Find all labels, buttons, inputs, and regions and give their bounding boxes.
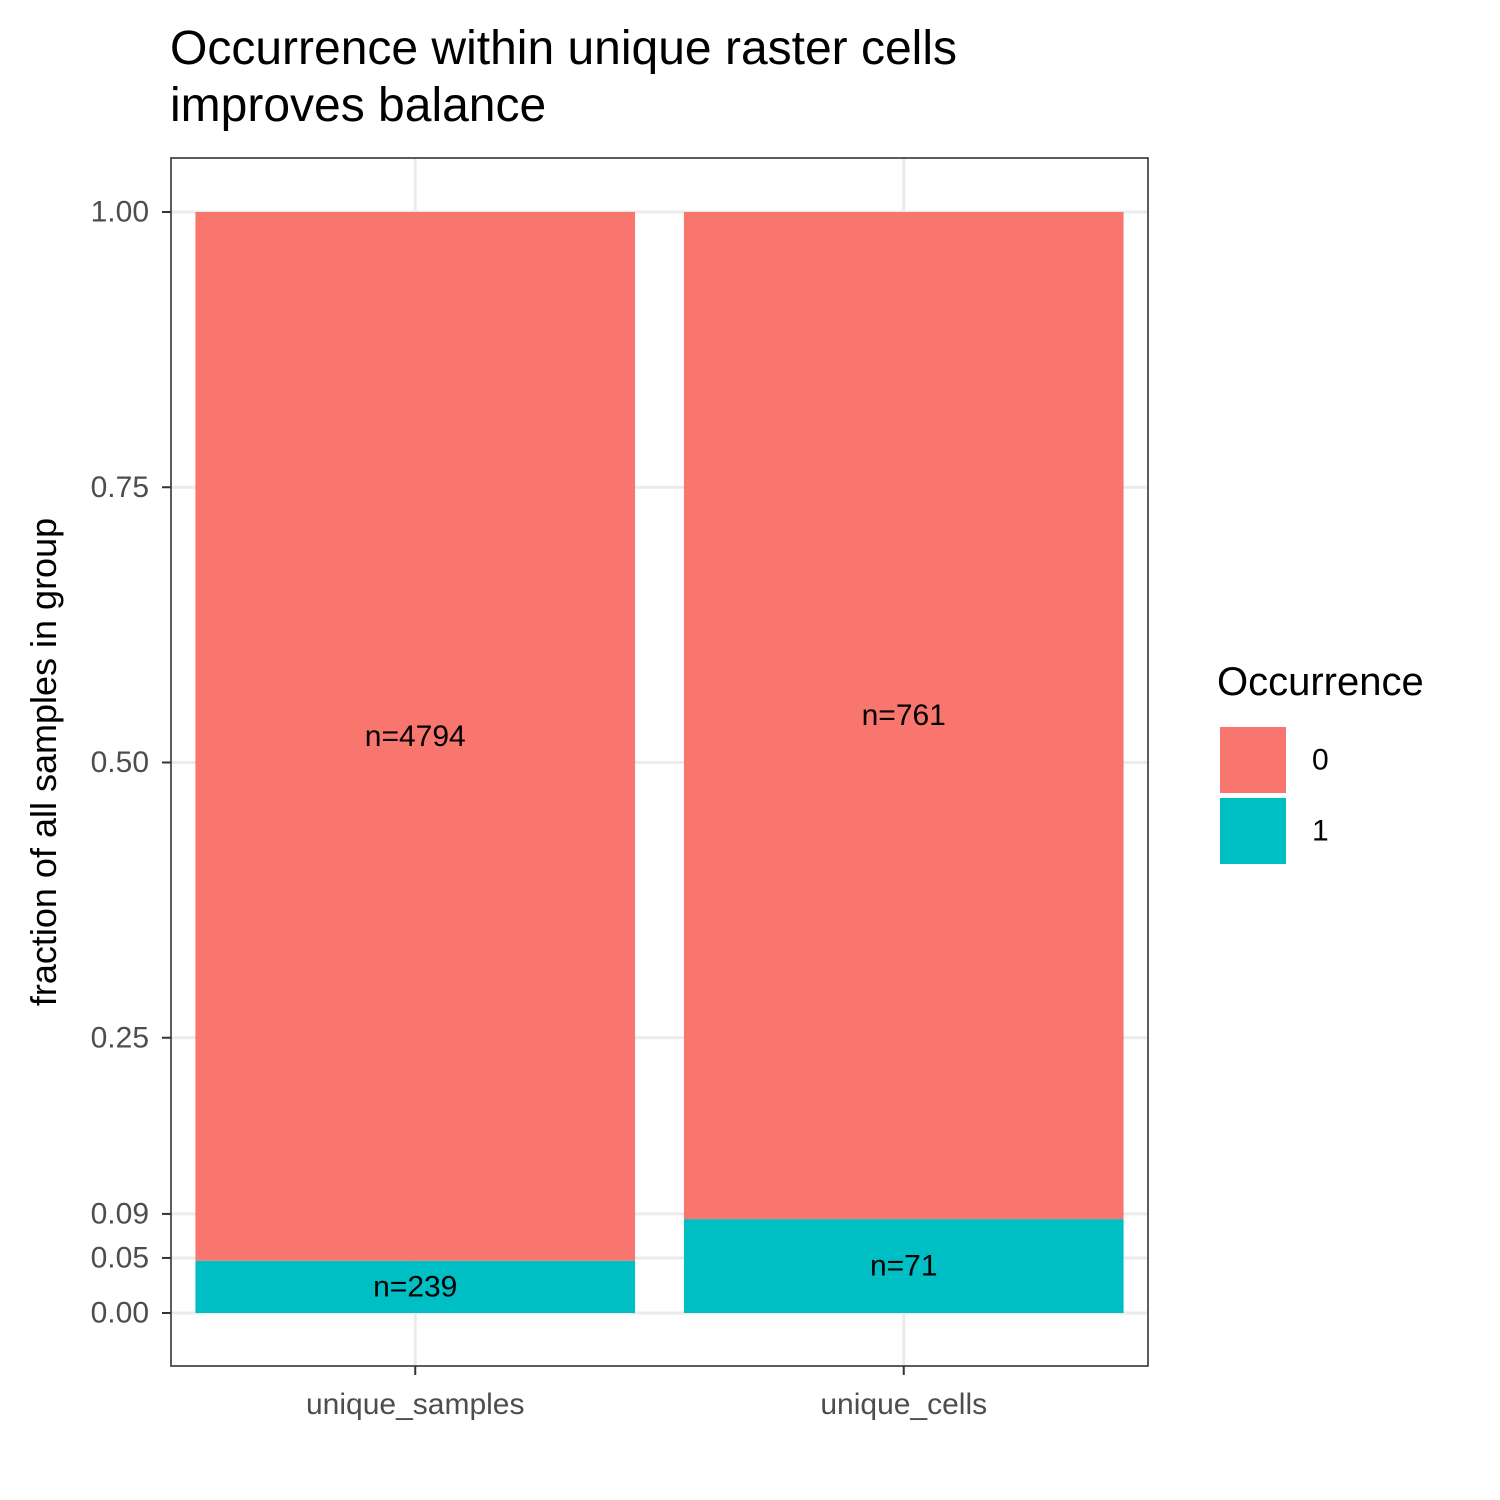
bar-label-unique_samples-occurrence-0: n=4794	[365, 720, 466, 753]
bar-labels: n=239 n=4794 n=71 n=761	[365, 699, 946, 1303]
bar-label-unique_cells-occurrence-0: n=761	[862, 699, 946, 732]
legend-key-occurrence-1	[1220, 798, 1286, 864]
bar-unique_cells-occurrence-1	[683, 1219, 1124, 1313]
x-tick-label-unique_cells: unique_cells	[820, 1388, 987, 1421]
y-axis-title: fraction of all samples in group	[23, 518, 64, 1006]
legend-title: Occurrence	[1217, 660, 1424, 704]
y-tick-label-0.00: 0.00	[91, 1297, 149, 1330]
y-axis: 0.00 0.05 0.09 0.25 0.50 0.75 1.00	[91, 196, 171, 1330]
x-tick-label-unique_samples: unique_samples	[306, 1388, 524, 1421]
bar-label-unique_cells-occurrence-1: n=71	[870, 1250, 938, 1283]
legend-key-occurrence-0	[1220, 727, 1286, 793]
legend-label-occurrence-0: 0	[1312, 744, 1329, 777]
bar-unique_samples-occurrence-1	[195, 1260, 636, 1313]
chart-title-line-1: Occurrence within unique raster cells	[170, 22, 957, 75]
x-axis: unique_samples unique_cells	[306, 1366, 987, 1421]
legend: Occurrence 0 1	[1217, 660, 1424, 864]
y-tick-label-0.09: 0.09	[91, 1197, 149, 1230]
bar-unique_samples-occurrence-0	[195, 212, 636, 1261]
y-tick-label-1.00: 1.00	[91, 196, 149, 229]
bars	[195, 212, 1124, 1313]
y-tick-label-0.05: 0.05	[91, 1241, 149, 1274]
y-tick-label-0.25: 0.25	[91, 1021, 149, 1054]
y-tick-label-0.50: 0.50	[91, 746, 149, 779]
legend-label-occurrence-1: 1	[1312, 815, 1329, 848]
bar-label-unique_samples-occurrence-1: n=239	[373, 1270, 457, 1303]
chart-title-line-2: improves balance	[170, 79, 546, 132]
y-tick-label-0.75: 0.75	[91, 471, 149, 504]
bar-unique_cells-occurrence-0	[683, 212, 1124, 1220]
